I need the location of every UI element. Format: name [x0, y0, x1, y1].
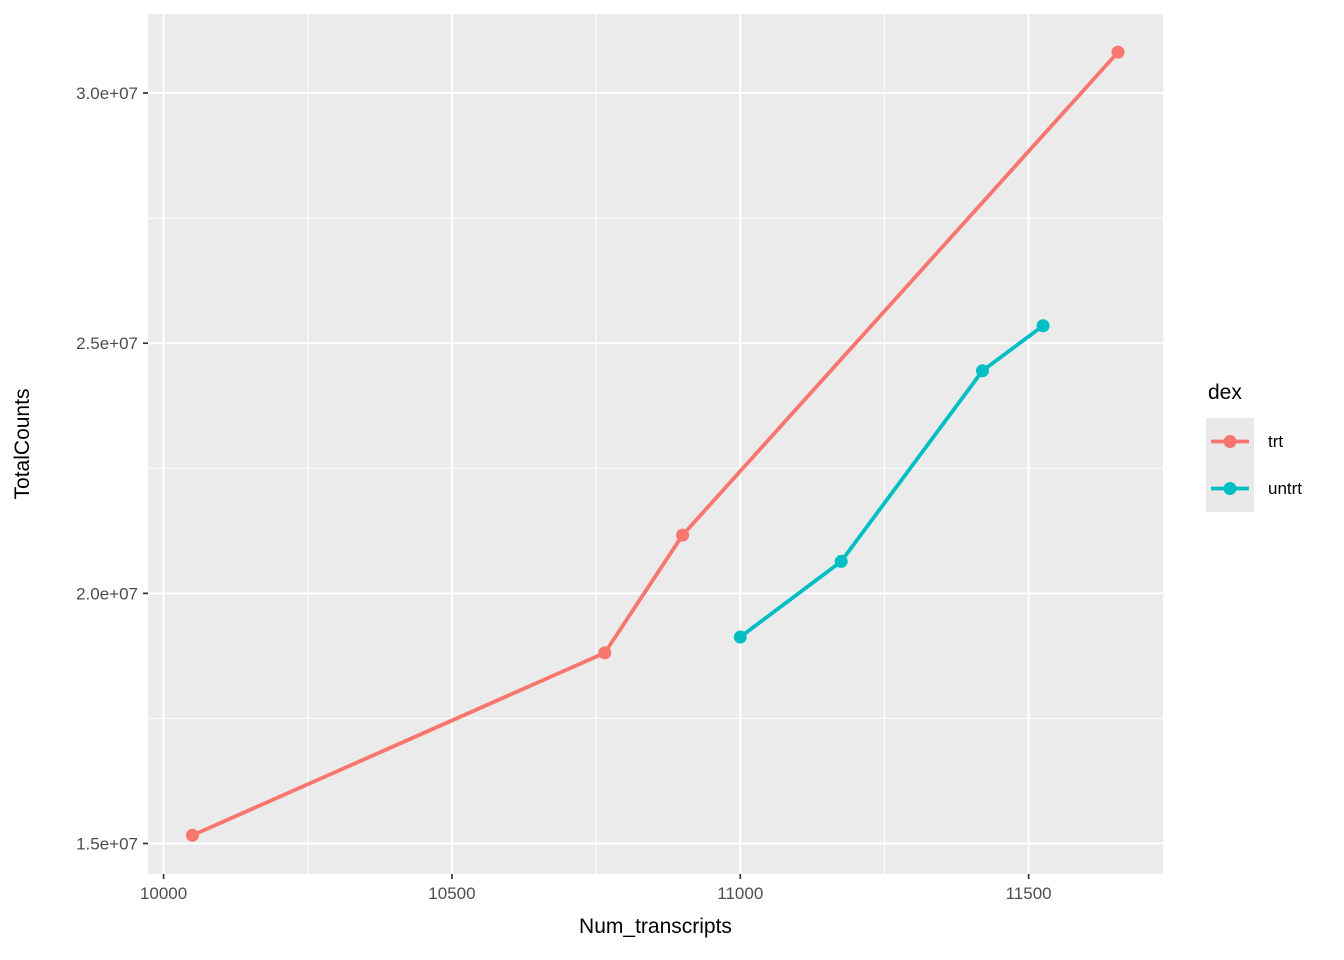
data-point-untrt [975, 364, 989, 378]
x-axis-title: Num_transcripts [579, 915, 732, 938]
legend: dex trt untrt [1206, 381, 1302, 512]
data-point-trt [676, 528, 690, 542]
data-point-trt [598, 646, 612, 660]
legend-item-trt: trt [1206, 418, 1302, 465]
x-tick-label: 11000 [717, 884, 763, 903]
panel-background [148, 14, 1163, 874]
legend-label-trt: trt [1268, 431, 1284, 451]
data-point-untrt [1036, 319, 1050, 333]
y-axis-title: TotalCounts [11, 388, 34, 500]
x-tick-label: 10000 [140, 884, 187, 903]
y-tick-label: 1.5e+07 [76, 834, 138, 853]
x-tick-label: 10500 [428, 884, 475, 903]
y-tick-label: 2.0e+07 [76, 584, 138, 603]
x-tick-label: 11500 [1006, 884, 1052, 903]
y-tick-label: 3.0e+07 [76, 84, 138, 103]
data-point-untrt [733, 630, 747, 644]
legend-label-untrt: untrt [1268, 478, 1303, 498]
data-point-trt [185, 828, 199, 842]
series-line-untrt [739, 324, 1045, 639]
y-tick-label: 2.5e+07 [76, 334, 138, 353]
legend-item-untrt: untrt [1206, 465, 1302, 512]
legend-title: dex [1208, 381, 1242, 404]
series-line-trt [191, 50, 1120, 838]
legend-key-trt-icon [1206, 418, 1254, 465]
legend-key-untrt-icon [1206, 465, 1254, 512]
data-point-trt [1111, 45, 1125, 59]
data-point-untrt [834, 554, 848, 568]
